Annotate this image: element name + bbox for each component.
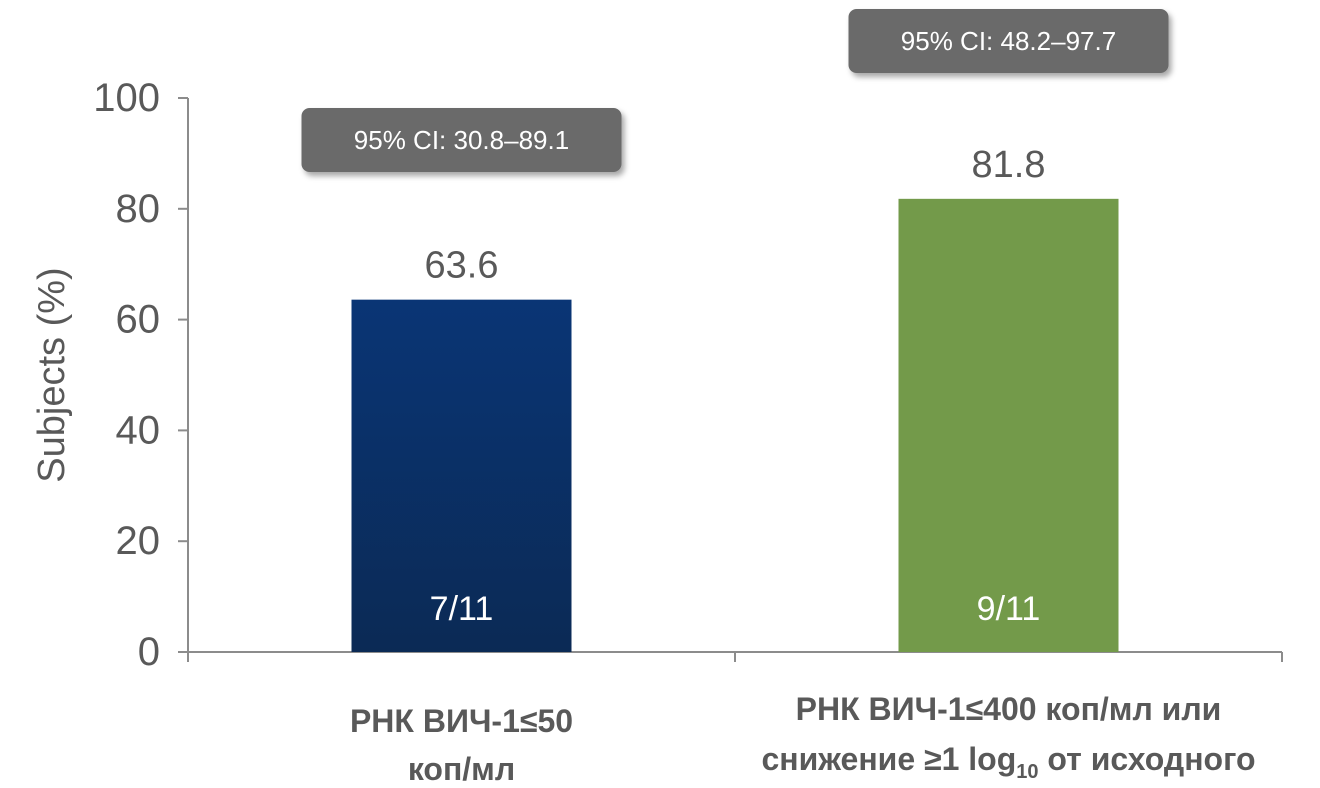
- x-category-label-1-line-1: РНК ВИЧ-1≤50: [350, 703, 573, 739]
- bar-2: [898, 198, 1119, 652]
- bar-count-label-1: 7/11: [430, 590, 494, 628]
- bar-count-label-2: 9/11: [977, 590, 1041, 628]
- ci-badge-box: [848, 9, 1169, 73]
- y-tick-label: 80: [116, 187, 161, 231]
- ci-badge-text: 95% CI: 30.8–89.1: [354, 125, 569, 155]
- x-category-label-2-line-2: снижение ≥1 log10 от исходного: [761, 741, 1255, 783]
- y-tick-label: 40: [116, 408, 161, 452]
- bar-value-label-1: 63.6: [425, 245, 499, 287]
- x-category-label-2-line-1: РНК ВИЧ-1≤400 коп/мл или: [796, 691, 1222, 727]
- y-tick-label: 100: [93, 76, 160, 120]
- y-axis-title: Subjects (%): [31, 267, 73, 482]
- cat-label-subscript: 10: [1016, 761, 1038, 783]
- ci-badge-text: 95% CI: 48.2–97.7: [901, 26, 1116, 56]
- y-tick-label: 0: [138, 630, 160, 674]
- x-category-label-1-line-2: коп/мл: [408, 751, 515, 787]
- y-tick-label: 20: [116, 519, 161, 563]
- cat-label-part: снижение ≥1 log: [761, 741, 1016, 777]
- y-tick-label: 60: [116, 298, 161, 342]
- cat-label-part: от исходного: [1039, 741, 1256, 777]
- ci-badge-box: [301, 108, 622, 172]
- bar-value-label-2: 81.8: [972, 144, 1046, 186]
- ci-badge-2: 95% CI: 48.2–97.7: [848, 9, 1169, 73]
- bars: [351, 198, 1119, 652]
- labels: Subjects (%) 63.6 7/11 95% CI: 30.8–89.1 81.…: [31, 9, 1256, 787]
- bar-1: [351, 299, 572, 652]
- ci-badge-1: 95% CI: 30.8–89.1: [301, 108, 622, 172]
